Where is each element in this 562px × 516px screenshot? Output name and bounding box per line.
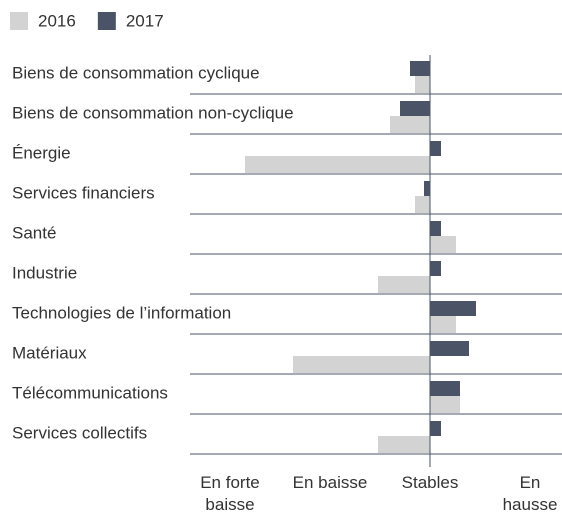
x-tick-label: En forte baisse (200, 473, 260, 514)
bar (390, 116, 430, 133)
bar (415, 196, 430, 213)
bar (430, 221, 441, 236)
x-tick-label: En baisse (292, 473, 368, 492)
x-tick-label: Stables (401, 473, 459, 492)
bar (378, 276, 430, 293)
bar (415, 76, 430, 93)
y-tick-label: Technologies de l’information (12, 303, 231, 322)
bar (293, 356, 430, 373)
bar (430, 316, 456, 333)
y-tick-label: Biens de consommation cyclique (12, 63, 260, 82)
y-tick-label: Matériaux (12, 343, 87, 362)
y-tick-label: Industrie (12, 263, 77, 282)
y-tick-label: Télécommunications (12, 383, 168, 402)
y-tick-label: Services collectifs (12, 423, 147, 442)
bar (430, 141, 441, 156)
bar (430, 301, 476, 316)
y-tick-label: Énergie (12, 143, 71, 162)
x-tick-label: En hausse (502, 473, 558, 514)
bar (378, 436, 430, 453)
bar (430, 236, 456, 253)
y-tick-label: Santé (12, 223, 56, 242)
bar (430, 261, 441, 276)
bar (410, 61, 430, 76)
legend-label: 2017 (126, 11, 164, 30)
bar (430, 396, 460, 413)
y-tick-label: Services financiers (12, 183, 155, 202)
bar (245, 156, 430, 173)
legend-swatch (10, 12, 28, 30)
bar (424, 181, 430, 196)
bar (430, 421, 441, 436)
legend-label: 2016 (38, 11, 76, 30)
y-tick-label: Biens de consommation non-cyclique (12, 103, 294, 122)
bar (400, 101, 430, 116)
legend-swatch (97, 12, 116, 30)
bar (430, 341, 469, 356)
bar (430, 381, 460, 396)
